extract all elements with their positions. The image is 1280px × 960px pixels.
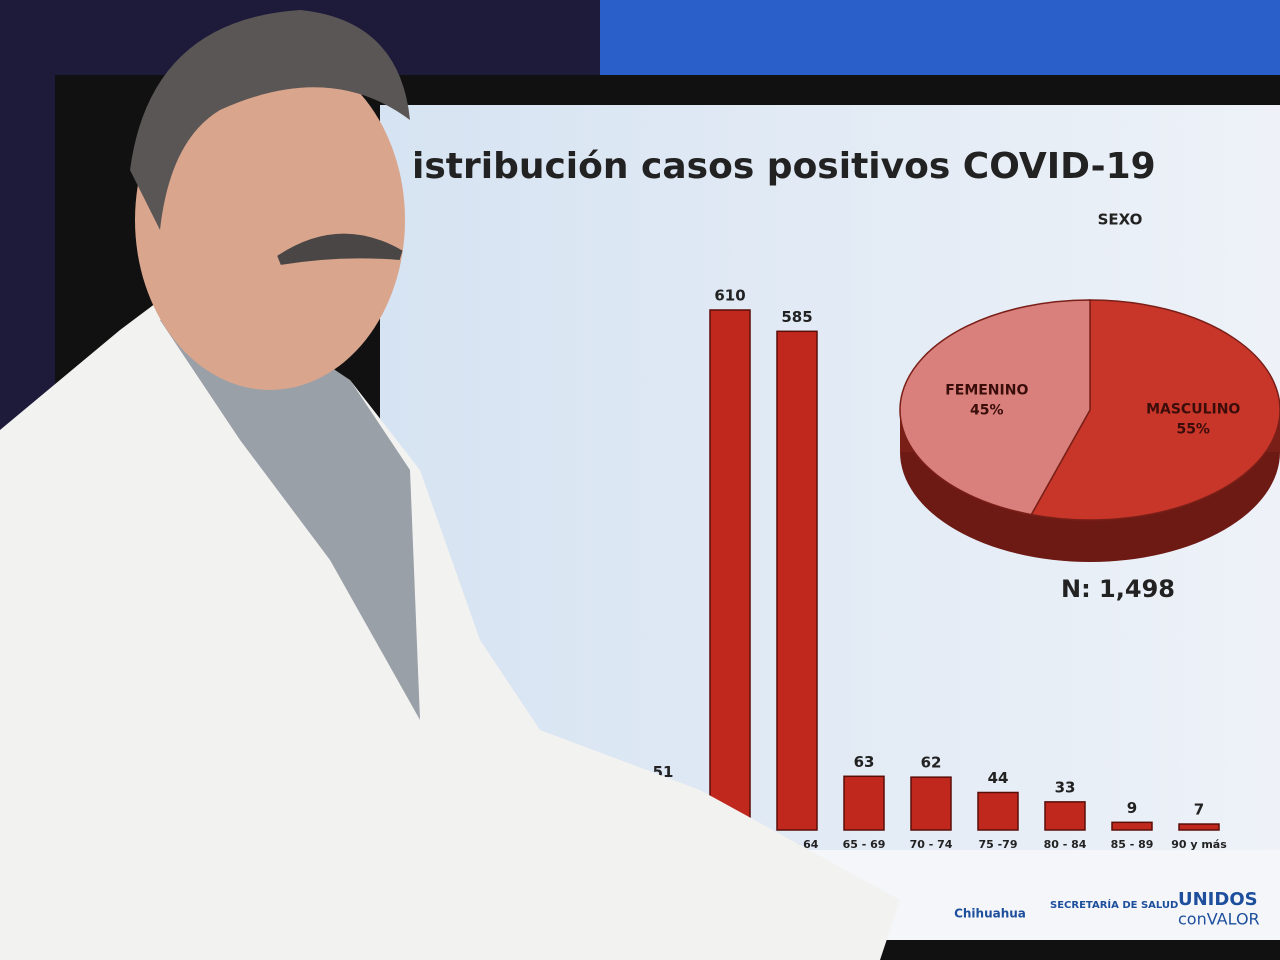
data-label: 63 [854,753,875,771]
bar [977,791,1019,831]
x-tick-label: 70 - 74 [910,838,953,851]
pie-value: 45% [970,403,1004,419]
x-tick-label: 65 - 69 [843,838,886,851]
bar [1044,801,1086,831]
x-tick-label: 90 y más [1171,838,1227,851]
hair [130,10,410,230]
pie-title: SEXO [1098,211,1143,229]
x-tick-label: 75 -79 [978,838,1017,851]
bar [776,330,818,831]
bar [1111,821,1153,831]
pie-value: 55% [1176,421,1210,437]
lab-coat [0,300,900,960]
data-label: 44 [988,769,1009,787]
backdrop-banner [600,0,1280,80]
pie-note: N: 1,498 [1061,575,1175,603]
chart-title: istribución casos positivos COVID-19 [412,146,1156,187]
shirt [160,300,420,720]
data-label: 9 [1127,799,1137,817]
head [135,50,405,390]
data-label: 585 [781,308,812,326]
data-label: 610 [714,287,745,305]
data-label: 62 [921,754,942,772]
pie-label: FEMENINO [945,383,1028,399]
data-label: 7 [1194,801,1204,819]
bar [1178,823,1220,831]
bar [709,309,751,831]
pie-label: MASCULINO [1146,401,1240,417]
bar [910,776,952,831]
footer-state: Chihuahua [954,907,1026,921]
data-label: 33 [1055,778,1076,796]
bar [843,775,885,831]
x-tick-label: 80 - 84 [1044,838,1087,851]
mustache [277,233,403,265]
footer-department: SECRETARÍA DE SALUD [1050,898,1178,911]
pie-slice [1030,299,1280,521]
pie-slice [899,299,1091,516]
footer-slogan: conVALOR [1178,910,1260,929]
presenter [0,10,900,960]
footer-slogan: UNIDOS [1178,889,1258,910]
x-tick-label: 85 - 89 [1111,838,1154,851]
